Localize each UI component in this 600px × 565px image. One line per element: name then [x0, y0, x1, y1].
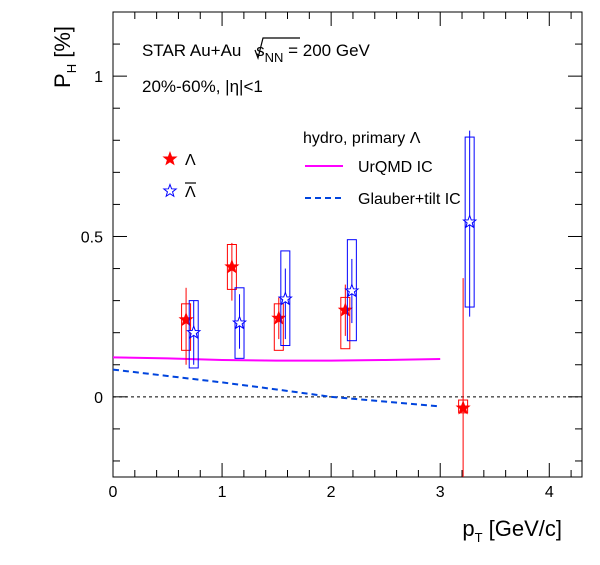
antilambda-sys-box	[464, 136, 475, 308]
svg-text:20%-60%, |η|<1: 20%-60%, |η|<1	[142, 77, 263, 96]
legend-models-title: hydro, primary Λ	[303, 130, 421, 147]
antilambda-sys-box	[234, 287, 245, 359]
lambda-sys-box	[181, 303, 192, 351]
x-tick-label: 0	[109, 484, 118, 501]
lambda-point	[178, 311, 194, 327]
legend-markers: ΛΛ	[162, 151, 196, 201]
lambda-sys-box	[340, 296, 351, 350]
sqrt-symbol	[254, 37, 300, 61]
data-points	[178, 130, 478, 477]
model-curves	[112, 356, 441, 408]
x-axis-title: pT [GeV/c]	[462, 516, 562, 545]
antilambda-point	[277, 291, 293, 306]
x-tick-label: 3	[436, 484, 445, 501]
legend-label-lambda: Λ	[185, 152, 196, 169]
glauber-tilt-ic-curve	[112, 368, 441, 408]
lambda-point	[337, 302, 353, 317]
antilambda-point	[231, 315, 248, 330]
plot-frame	[112, 11, 583, 478]
x-tick-label: 1	[218, 484, 227, 501]
legend-label-antilambda: Λ	[185, 184, 196, 201]
lambda-point	[224, 259, 240, 274]
lambda-point	[455, 400, 471, 415]
y-tick-label: 0.5	[81, 229, 103, 246]
antilambda-point	[344, 283, 360, 298]
y-tick-label: 1	[94, 69, 103, 86]
legend-marker-antilambda	[162, 183, 178, 198]
x-tick-label: 2	[327, 484, 336, 501]
experiment-annotation: STAR Au+Au sNN = 200 GeV 20%-60%, |η|<1	[142, 37, 371, 96]
legend-models: hydro, primary Λ UrQMD IC Glauber+tilt I…	[303, 130, 461, 208]
legend-label-urqmd: UrQMD IC	[358, 159, 433, 176]
antilambda-sys-box	[188, 300, 199, 369]
legend-label-glauber: Glauber+tilt IC	[358, 191, 461, 208]
y-tick-label: 0	[94, 390, 103, 407]
legend-marker-lambda	[162, 151, 178, 166]
axis-ticks: 0 1 2 3 4 0 0.5 1	[81, 11, 582, 501]
urqmd-ic-curve	[112, 356, 441, 362]
antilambda-point	[462, 214, 478, 229]
y-axis-title: PH [%]	[50, 26, 79, 88]
plot-border	[112, 11, 583, 478]
lambda-point	[271, 310, 287, 325]
lambda-sys-box	[226, 244, 237, 290]
antilambda-point	[186, 324, 202, 340]
x-tick-label: 4	[545, 484, 554, 501]
lambda-sys-box	[273, 303, 284, 351]
